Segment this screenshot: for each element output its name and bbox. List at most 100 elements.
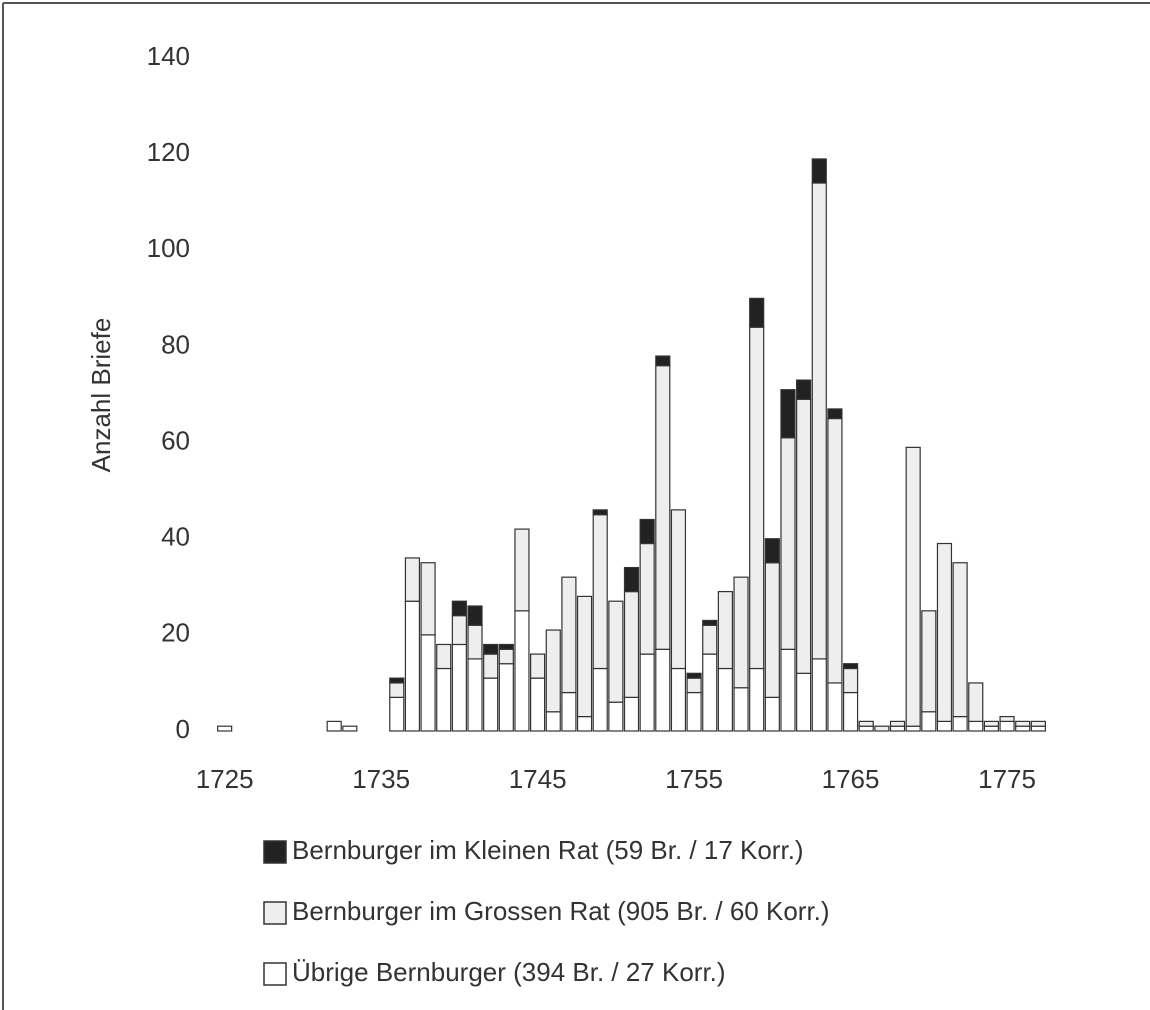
bar-segment [889,720,906,727]
bar-segment [608,701,624,732]
bar-segment [436,643,452,670]
bar-segment [467,605,483,626]
legend-swatch [263,901,287,925]
bar-segment [842,667,859,694]
x-tick-label: 1745 [509,764,567,794]
bar-segment [764,696,780,732]
bar-segment [576,715,593,732]
bar-segment [498,648,514,665]
bar-segment [483,653,499,679]
bar-segment [623,696,640,732]
bar-segment [936,720,953,732]
bar-segment [717,590,733,670]
bar-segment [796,672,812,732]
bar-segment [780,437,796,650]
bar-segment [389,677,405,684]
legend-label: Übrige Bernburger (394 Br. / 27 Korr.) [292,957,726,987]
legend-swatch [263,962,287,986]
bar-segment [498,663,514,732]
bar-segment [514,528,530,612]
bar-segment [889,725,906,732]
bar-segment [1030,720,1046,727]
bar-segment [623,566,640,593]
bar-segment [827,417,843,684]
y-tick-label: 120 [147,137,190,167]
bar-segment [764,538,780,564]
bar-segment [686,691,702,732]
y-tick-label: 100 [147,233,190,263]
bar-segment [576,595,593,718]
bar-segment [764,562,780,698]
bar-segment [420,634,436,732]
bar-segment [968,720,984,732]
bar-segment [905,725,921,732]
bar-segment [655,648,671,732]
bar-segment [592,509,608,516]
bar-segment [389,696,405,732]
bar-segment [670,667,687,732]
bar-segment [733,576,749,689]
bar-segment [874,725,890,732]
bar-segment [655,365,671,650]
bar-segment [1015,720,1031,727]
bar-segment [514,610,530,732]
bar-segment [983,725,1000,732]
bar-segment [467,624,483,660]
bar-segment [796,398,812,674]
bar-segment [749,667,765,732]
bar-segment [968,682,984,722]
bar-segment [326,720,342,732]
x-tick-label: 1775 [978,764,1036,794]
y-tick-label: 60 [161,425,190,455]
bar-segment [858,720,874,727]
y-tick-label: 0 [176,714,190,744]
x-tick-label: 1765 [822,764,880,794]
bar-segment [733,687,749,732]
bar-segment [639,542,655,655]
bar-segment [952,715,968,732]
bar-segment [451,615,467,646]
bar-segment [561,691,577,732]
bar-segment [983,720,1000,727]
bar-segment [436,667,452,732]
bar-segment [702,619,718,626]
bar-segment [780,389,796,439]
bar-segment [670,509,687,670]
bar-segment [545,711,561,732]
bar-segment [592,667,608,732]
bar-segment [1030,725,1046,732]
bar-segment [905,446,921,727]
bar-segment [592,514,608,670]
bar-segment [827,408,843,420]
bar-segment [936,542,953,722]
bar-segment [530,677,546,732]
bar-segment [1015,725,1031,732]
bar-segment [811,158,827,184]
bar-segment [796,379,812,400]
bar-segment [561,576,577,694]
bar-segment [811,658,827,732]
bar-segment [827,682,843,732]
x-tick-label: 1755 [665,764,723,794]
bar-segment [655,355,671,367]
y-tick-label: 80 [161,329,190,359]
bar-segment [467,658,483,732]
bar-segment [404,600,421,732]
bar-segment [530,653,546,679]
bar-segment [420,562,436,636]
x-tick-label: 1735 [352,764,410,794]
x-tick-label: 1725 [196,764,254,794]
bar-segment [483,643,499,655]
bar-segment [749,297,765,328]
bar-segment [639,653,655,732]
bar-segment [999,715,1015,722]
bar-segment [858,725,874,732]
legend-swatch [263,840,287,864]
bar-segment [623,590,640,698]
bar-segment [717,667,733,732]
bar-segment [686,677,702,694]
bar-segment [451,600,467,617]
bar-segment [921,711,937,732]
y-axis-label: Anzahl Briefe [86,318,116,473]
